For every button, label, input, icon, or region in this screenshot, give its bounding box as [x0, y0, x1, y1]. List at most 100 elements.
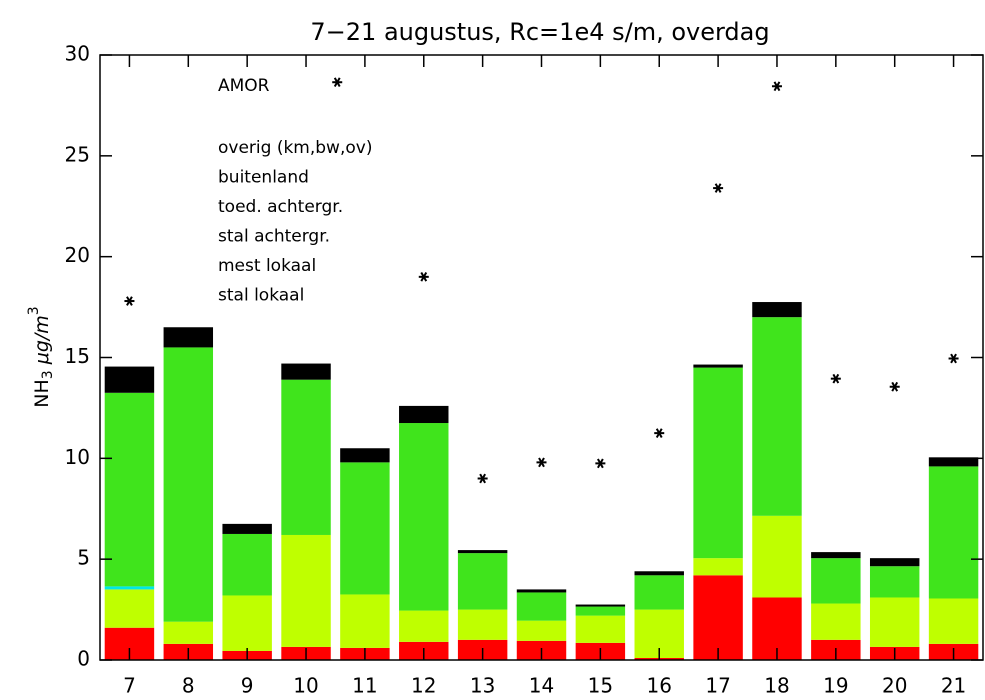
x-tick-label: 15	[588, 674, 613, 698]
star-stroke	[832, 373, 840, 384]
bar-segment	[928, 457, 979, 467]
amor-point	[830, 373, 841, 384]
bar-segment	[752, 515, 802, 598]
bar-segment	[340, 448, 390, 463]
legend-label: stal achtergr.	[218, 227, 330, 247]
y-tick-label: 10	[65, 445, 90, 469]
bar-segment	[340, 462, 390, 595]
bar-segment	[634, 575, 684, 610]
bar-segment	[457, 550, 508, 554]
x-tick-label: 14	[529, 674, 554, 698]
x-tick-label: 18	[764, 674, 789, 698]
legend-label: mest lokaal	[218, 256, 316, 276]
bar-segment	[634, 571, 684, 576]
x-tick-label: 11	[352, 674, 377, 698]
bar-segment	[281, 534, 331, 647]
bar-segment	[281, 379, 331, 535]
y-tick-label: 30	[65, 42, 90, 66]
amor-point	[889, 381, 900, 392]
amor-point	[418, 272, 429, 282]
amor-point	[713, 183, 724, 193]
y-tick-label: 15	[65, 344, 90, 368]
star-stroke	[420, 272, 428, 282]
amor-point	[124, 296, 135, 306]
star-stroke	[479, 473, 486, 484]
legend-label: overig (km,bw,ov)	[218, 138, 372, 158]
bar-segment	[693, 575, 743, 660]
amor-point	[771, 81, 782, 92]
star-stroke	[950, 353, 957, 364]
bar-segment	[222, 595, 272, 651]
star-stroke	[773, 81, 781, 92]
bar-segment	[693, 558, 743, 576]
y-axis-label: NH3 μg/m3	[26, 306, 56, 407]
bar-segment	[928, 466, 979, 599]
bar-segment	[399, 610, 449, 642]
bar-segment	[104, 366, 155, 393]
legend-label: toed. achtergr.	[218, 197, 343, 217]
bar-segment	[869, 558, 920, 567]
bar-segment	[516, 620, 567, 641]
bar-segment	[811, 552, 861, 559]
star-stroke	[538, 457, 545, 468]
bar-segment	[340, 594, 390, 648]
y-tick-label: 5	[77, 546, 90, 570]
bar-segment	[811, 558, 861, 604]
star-stroke	[126, 296, 133, 306]
x-tick-label: 7	[123, 674, 136, 698]
x-tick-label: 10	[293, 674, 318, 698]
y-label-sub: 3	[40, 370, 56, 379]
bar-segment	[575, 606, 626, 616]
y-tick-label: 20	[65, 243, 90, 267]
x-tick-label: 19	[823, 674, 848, 698]
bar-segment	[693, 367, 743, 559]
x-tick-label: 20	[882, 674, 907, 698]
bar-segment	[575, 604, 626, 607]
bar-segment	[693, 364, 743, 368]
amor-point	[948, 353, 959, 364]
x-tick-label: 9	[241, 674, 254, 698]
bar-segment	[104, 392, 155, 587]
bar-segment	[811, 603, 861, 640]
star-stroke	[714, 183, 722, 193]
bar-segment	[869, 597, 920, 647]
y-label-sup: 3	[26, 306, 42, 315]
bar-segment	[457, 553, 508, 610]
bar-segment	[163, 621, 214, 644]
y-label-unit: μg/m	[31, 315, 53, 370]
amor-point	[654, 428, 665, 438]
bar-segment	[752, 317, 802, 516]
bar-segment	[163, 327, 214, 348]
bar-segment	[575, 615, 626, 643]
bar-segment	[516, 589, 567, 593]
amor-point	[536, 457, 547, 468]
bar-segment	[281, 363, 331, 380]
x-tick-label: 13	[470, 674, 495, 698]
bar-segment	[163, 347, 214, 622]
star-stroke	[655, 428, 663, 438]
bar-segment	[869, 566, 920, 598]
y-tick-label: 25	[65, 142, 90, 166]
x-tick-label: 17	[705, 674, 730, 698]
y-label-main: NH	[31, 379, 53, 408]
bar-segment	[457, 609, 508, 640]
chart-title: 7−21 augustus, Rc=1e4 s/m, overdag	[310, 18, 769, 46]
y-tick-label: 0	[77, 647, 90, 671]
x-tick-label: 16	[647, 674, 672, 698]
x-tick-label: 21	[941, 674, 966, 698]
bar-segment	[399, 423, 449, 611]
star-stroke	[597, 458, 604, 469]
x-tick-label: 12	[411, 674, 436, 698]
bar-segment	[399, 405, 449, 424]
bar-segment	[928, 598, 979, 644]
bar-segment	[752, 302, 802, 318]
bar-segment	[104, 586, 155, 590]
bar-segment	[222, 533, 272, 596]
legend-label: stal lokaal	[218, 286, 304, 306]
bar-segment	[104, 589, 155, 628]
amor-point	[477, 473, 488, 484]
x-tick-label: 8	[182, 674, 195, 698]
bar-segment	[222, 523, 272, 534]
amor-point	[595, 458, 606, 469]
